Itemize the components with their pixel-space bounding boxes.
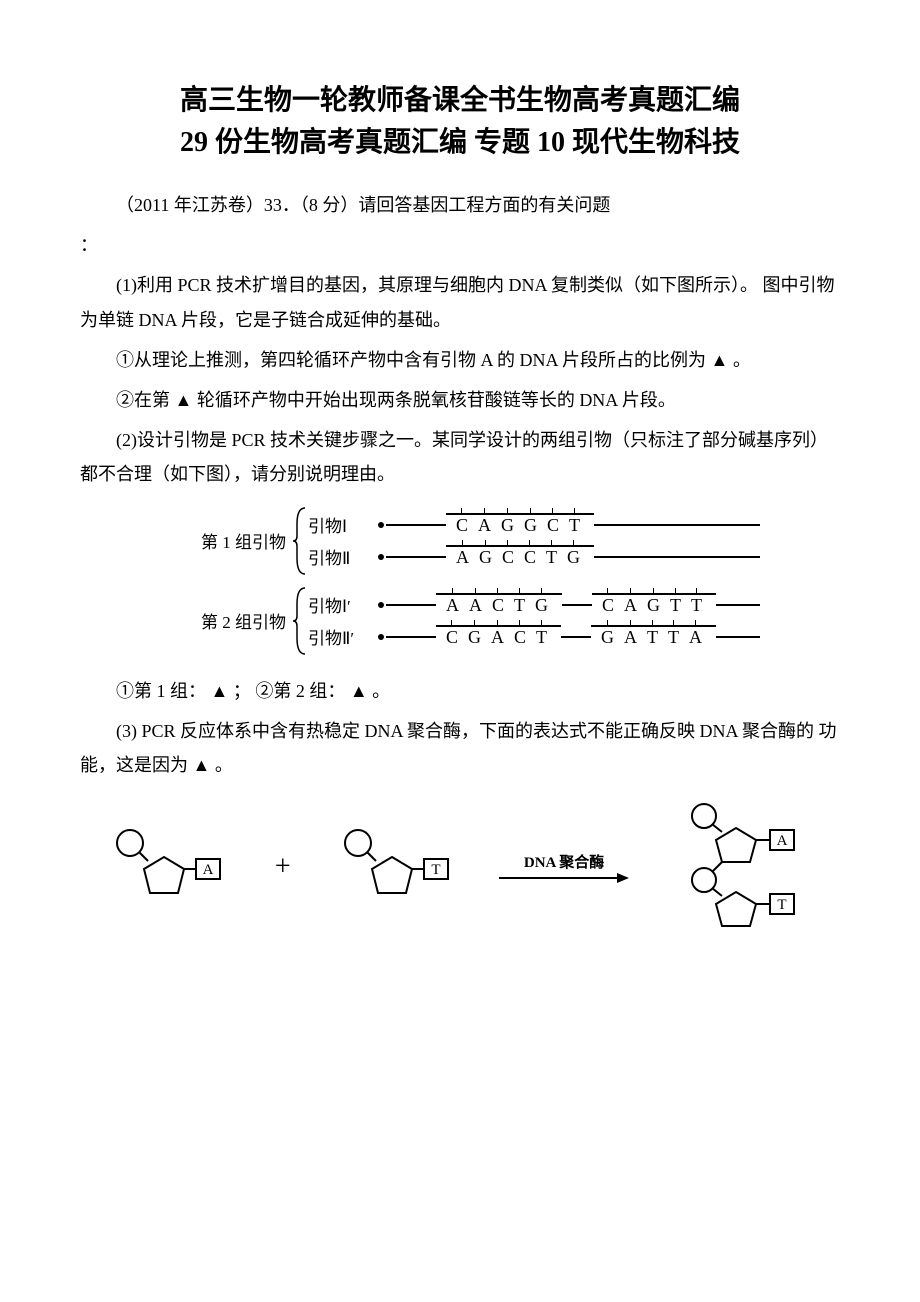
svg-text:T: T: [431, 862, 440, 878]
line-segment: [716, 604, 760, 606]
line-segment: [594, 556, 760, 558]
nucleotide-a: A: [114, 827, 224, 907]
primer-figure: 第 1 组引物 引物Ⅰ CAGGCT 引物Ⅱ AGCCTG 第: [160, 506, 760, 656]
dot-icon: [378, 634, 384, 640]
sequence-3a: AACTG: [436, 593, 562, 616]
svg-text:T: T: [778, 897, 787, 913]
plus-sign: +: [275, 851, 291, 883]
primer-row-2: 引物Ⅱ AGCCTG: [308, 541, 760, 573]
paragraph-6: (3) PCR 反应体系中含有热稳定 DNA 聚合酶，下面的表达式不能正确反映 …: [80, 714, 840, 782]
group-2-rows: 引物Ⅰ′ AACTG CAGTT 引物Ⅱ′ CGACT GATTA: [308, 589, 760, 653]
dot-icon: [378, 522, 384, 528]
row-label-2: 引物Ⅱ: [308, 544, 378, 569]
nucleotide-svg: T: [342, 827, 452, 907]
nucleotide-svg: A: [114, 827, 224, 907]
svg-text:A: A: [777, 833, 788, 849]
line-segment: [386, 524, 446, 526]
colon-line: ：: [80, 228, 840, 262]
primer-row-4: 引物Ⅱ′ CGACT GATTA: [308, 621, 760, 653]
title-line-1: 高三生物一轮教师备课全书生物高考真题汇编: [180, 85, 740, 116]
paragraph-3: ②在第 ▲ 轮循环产物中开始出现两条脱氧核苷酸链等长的 DNA 片段。: [80, 383, 840, 417]
product-nucleotides: A T: [676, 802, 806, 932]
paragraph-1: (1)利用 PCR 技术扩增目的基因，其原理与细胞内 DNA 复制类似（如下图所…: [80, 268, 840, 336]
gap-line: [561, 636, 591, 638]
intro-paragraph: （2011 年江苏卷）33．（8 分）请回答基因工程方面的有关问题: [80, 188, 840, 222]
row-label-4: 引物Ⅱ′: [308, 624, 378, 649]
brace-icon: [290, 506, 308, 576]
group-1-rows: 引物Ⅰ CAGGCT 引物Ⅱ AGCCTG: [308, 509, 760, 573]
title-line-2: 29 份生物高考真题汇编 专题 10 现代生物科技: [180, 127, 740, 158]
primer-row-1: 引物Ⅰ CAGGCT: [308, 509, 760, 541]
arrow-label: DNA 聚合酶: [524, 851, 604, 872]
dot-icon: [378, 554, 384, 560]
line-segment: [386, 636, 436, 638]
paragraph-2: ①从理论上推测，第四轮循环产物中含有引物 A 的 DNA 片段所占的比例为 ▲ …: [80, 343, 840, 377]
gap-line: [562, 604, 592, 606]
sequence-4a: CGACT: [436, 625, 561, 648]
primer-group-1: 第 1 组引物 引物Ⅰ CAGGCT 引物Ⅱ AGCCTG: [160, 506, 760, 576]
sequence-1: CAGGCT: [446, 513, 594, 536]
nucleotide-t: T: [342, 827, 452, 907]
sequence-3b: CAGTT: [592, 593, 716, 616]
chemical-reaction-figure: A + T DNA 聚合酶 A: [90, 802, 830, 932]
sequence-4b: GATTA: [591, 625, 716, 648]
group-1-label: 第 1 组引物: [160, 528, 290, 553]
primer-row-3: 引物Ⅰ′ AACTG CAGTT: [308, 589, 760, 621]
svg-text:A: A: [202, 862, 213, 878]
line-segment: [594, 524, 760, 526]
line-segment: [716, 636, 760, 638]
dot-icon: [378, 602, 384, 608]
brace-icon: [290, 586, 308, 656]
sequence-2: AGCCTG: [446, 545, 594, 568]
paragraph-5: ①第 1 组： ▲ ； ②第 2 组： ▲ 。: [80, 674, 840, 708]
arrow-icon: [499, 872, 629, 884]
paragraph-4: (2)设计引物是 PCR 技术关键步骤之一。某同学设计的两组引物（只标注了部分碱…: [80, 423, 840, 491]
line-segment: [386, 604, 436, 606]
line-segment: [386, 556, 446, 558]
product-svg: A T: [676, 802, 806, 932]
primer-group-2: 第 2 组引物 引物Ⅰ′ AACTG CAGTT 引物Ⅱ′ CGACT: [160, 586, 760, 656]
document-title: 高三生物一轮教师备课全书生物高考真题汇编 29 份生物高考真题汇编 专题 10 …: [80, 80, 840, 164]
row-label-3: 引物Ⅰ′: [308, 592, 378, 617]
row-label-1: 引物Ⅰ: [308, 512, 378, 537]
reaction-arrow: DNA 聚合酶: [499, 851, 629, 884]
group-2-label: 第 2 组引物: [160, 608, 290, 633]
